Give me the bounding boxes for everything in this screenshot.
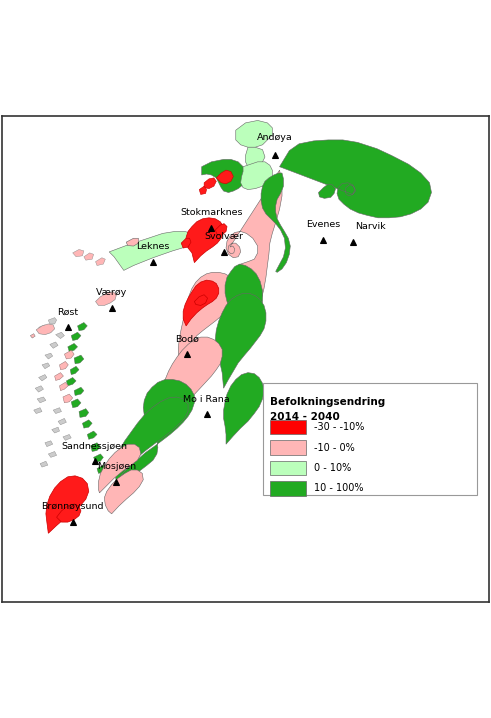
Polygon shape <box>104 470 143 514</box>
Polygon shape <box>82 420 92 428</box>
Polygon shape <box>66 378 76 386</box>
Polygon shape <box>319 185 335 198</box>
Polygon shape <box>39 375 47 381</box>
Polygon shape <box>48 452 56 457</box>
Polygon shape <box>199 186 207 195</box>
Text: Andøya: Andøya <box>257 134 293 142</box>
Text: Brønnøysund: Brønnøysund <box>41 503 104 511</box>
Polygon shape <box>204 178 217 189</box>
Bar <box>270 420 306 434</box>
Polygon shape <box>58 419 66 425</box>
Polygon shape <box>109 231 197 271</box>
Polygon shape <box>225 264 263 340</box>
Polygon shape <box>53 408 61 414</box>
Bar <box>263 383 477 495</box>
Text: Mo i Rana: Mo i Rana <box>183 395 230 404</box>
Polygon shape <box>70 366 79 375</box>
Polygon shape <box>202 159 246 192</box>
Text: Svolvær: Svolvær <box>204 232 243 241</box>
Polygon shape <box>96 292 116 305</box>
Polygon shape <box>42 363 50 369</box>
Text: Stokmarknes: Stokmarknes <box>180 208 243 217</box>
Polygon shape <box>91 443 101 452</box>
Polygon shape <box>96 258 105 266</box>
Polygon shape <box>59 361 68 370</box>
Text: -10 - 0%: -10 - 0% <box>314 442 355 452</box>
Text: -30 - -10%: -30 - -10% <box>314 422 364 432</box>
Polygon shape <box>68 343 78 352</box>
Text: Sandnessjøen: Sandnessjøen <box>61 442 128 450</box>
Polygon shape <box>99 444 141 493</box>
Polygon shape <box>63 394 73 403</box>
Polygon shape <box>162 337 222 425</box>
Polygon shape <box>74 387 84 396</box>
Polygon shape <box>178 272 238 369</box>
Text: Befolkningsendring: Befolkningsendring <box>270 397 385 407</box>
Text: 10 - 100%: 10 - 100% <box>314 483 363 493</box>
Text: Evenes: Evenes <box>306 220 341 229</box>
Polygon shape <box>59 383 68 391</box>
Polygon shape <box>279 140 432 218</box>
Text: 0 - 10%: 0 - 10% <box>314 463 351 473</box>
Polygon shape <box>56 504 81 522</box>
Polygon shape <box>48 317 56 324</box>
Polygon shape <box>218 170 282 350</box>
Polygon shape <box>217 170 233 184</box>
Polygon shape <box>45 441 53 447</box>
Polygon shape <box>30 334 35 338</box>
Polygon shape <box>73 249 84 257</box>
Polygon shape <box>261 173 290 272</box>
Polygon shape <box>45 353 53 359</box>
Text: 2014 - 2040: 2014 - 2040 <box>270 411 340 421</box>
Polygon shape <box>79 409 89 417</box>
Polygon shape <box>37 397 46 403</box>
Polygon shape <box>94 454 103 462</box>
Polygon shape <box>64 350 74 359</box>
Polygon shape <box>46 476 89 533</box>
Polygon shape <box>50 342 58 348</box>
Polygon shape <box>39 325 47 331</box>
Polygon shape <box>52 427 59 433</box>
Polygon shape <box>241 162 273 190</box>
Polygon shape <box>71 399 81 408</box>
Polygon shape <box>186 218 223 263</box>
Polygon shape <box>84 253 94 260</box>
Polygon shape <box>118 379 194 480</box>
Text: Værøy: Værøy <box>96 288 127 297</box>
Polygon shape <box>35 386 44 392</box>
Bar <box>270 461 306 475</box>
Text: Røst: Røst <box>57 307 79 317</box>
Polygon shape <box>87 431 97 439</box>
Text: Mosjøen: Mosjøen <box>97 462 136 471</box>
Polygon shape <box>63 434 71 440</box>
Polygon shape <box>71 332 81 340</box>
Polygon shape <box>40 461 48 467</box>
Polygon shape <box>115 397 188 482</box>
Polygon shape <box>236 121 273 147</box>
Polygon shape <box>216 224 227 235</box>
Polygon shape <box>34 408 42 414</box>
Polygon shape <box>223 373 264 444</box>
Text: Narvik: Narvik <box>355 223 385 231</box>
Polygon shape <box>97 465 107 473</box>
Polygon shape <box>55 373 63 381</box>
Polygon shape <box>216 293 266 388</box>
Polygon shape <box>36 324 55 335</box>
Polygon shape <box>137 397 176 443</box>
Text: Bodø: Bodø <box>175 335 199 343</box>
Polygon shape <box>55 332 64 339</box>
Polygon shape <box>183 280 218 326</box>
Polygon shape <box>181 238 191 248</box>
Text: Leknes: Leknes <box>136 242 170 251</box>
Polygon shape <box>246 147 265 169</box>
Polygon shape <box>194 294 208 305</box>
Polygon shape <box>126 238 138 246</box>
Polygon shape <box>78 322 87 331</box>
Bar <box>270 481 306 496</box>
Bar <box>270 440 306 455</box>
Polygon shape <box>74 355 84 364</box>
